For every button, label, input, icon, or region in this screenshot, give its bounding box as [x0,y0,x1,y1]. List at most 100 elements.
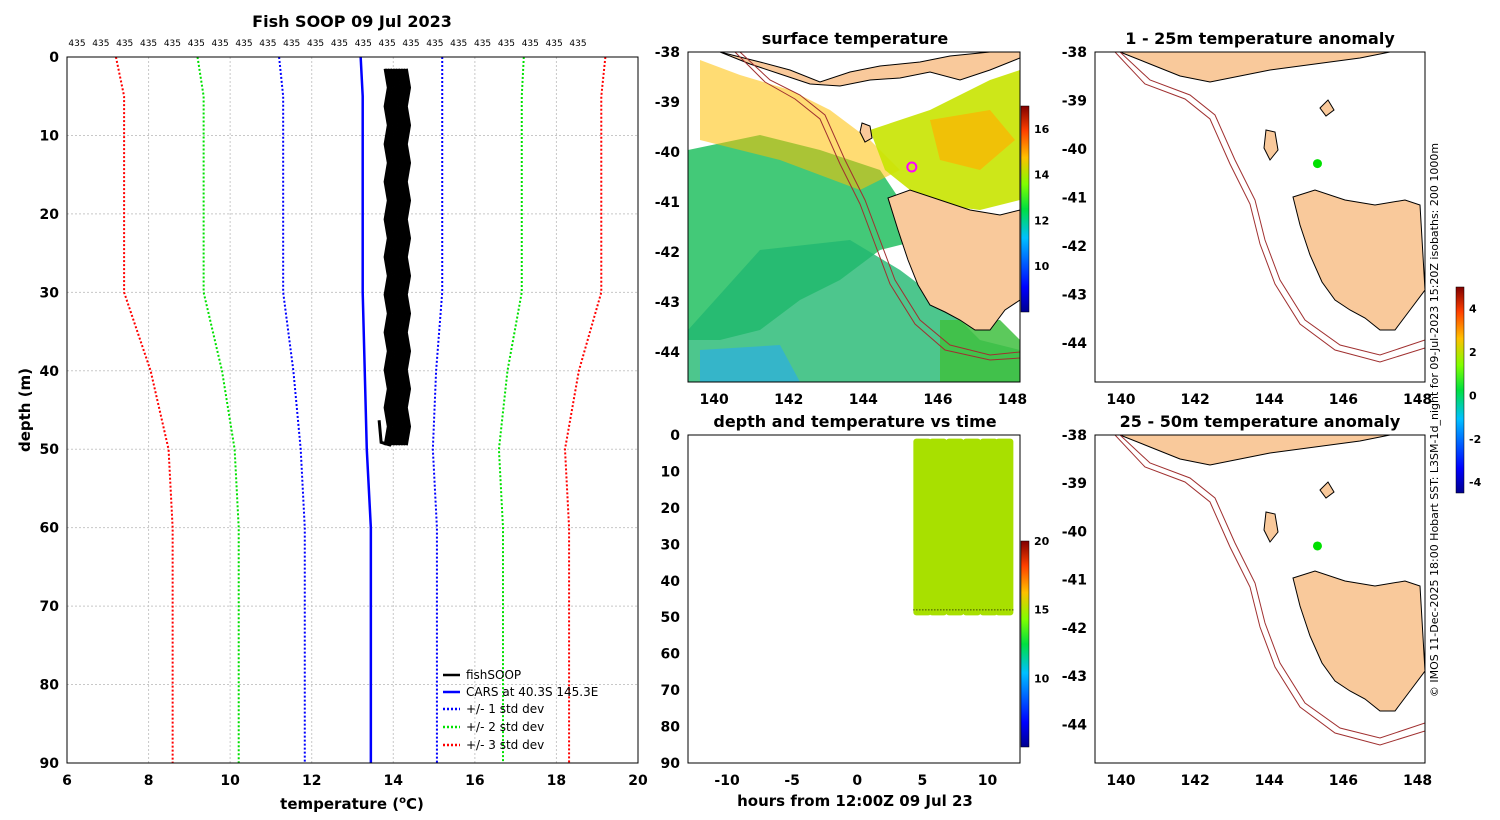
sst-colorbar-tick-label: 10 [1034,260,1050,273]
profile-top-label: 435 [283,39,300,49]
anomaly-colorbar-tick-label: 0 [1469,389,1477,402]
anom1-map-content [1114,52,1425,363]
profile-top-labels: 435 435 435 435 435 435 435 435 435 435 435 435 435 4… [68,39,586,49]
anom1-ytick-label: -38 [1062,45,1087,61]
profile-top-label: 435 [426,39,443,49]
profile-top-label: 435 [331,39,348,49]
sst-ticks: 140 142 144 146 148 -38 -39 -40 -41 -42 -43 -44 [655,45,1027,408]
anomaly-colorbar-ticks: -4 -2 0 2 4 [1469,303,1482,489]
time-ytick-label: 10 [661,464,681,480]
sst-isobath-200 [739,52,1020,356]
profile-ticks: 6 8 10 12 14 16 18 20 0 10 20 30 40 50 60 70 80 90 [40,50,648,789]
std-dev-1-line [431,57,444,763]
sst-colorbar-ticks: 10 12 14 16 [1034,123,1050,273]
time-cast-band [945,438,964,616]
legend-label-std2: +/- 2 std dev [466,720,544,734]
anomaly-colorbar-tick-label: -4 [1469,476,1482,489]
anom2-ytick-label: -43 [1062,669,1087,685]
profile-xtick-label: 6 [62,773,72,789]
sst-colorbar [1020,105,1030,313]
anom2-xtick-label: 140 [1106,773,1135,789]
cars-mean-line [359,56,373,763]
fishsoop-cast-line [388,68,396,446]
sst-ytick-label: -44 [655,345,681,361]
time-xtick-label: -10 [714,773,740,789]
anom1-xtick-label: 142 [1180,392,1209,408]
time-colorbar-ticks: 10 15 20 [1034,535,1050,685]
time-ytick-label: 90 [661,756,681,772]
anom1-islet [1319,99,1335,117]
anom1-xtick-label: 140 [1106,392,1135,408]
time-xtick-label: 0 [852,773,862,789]
anom2-xtick-label: 148 [1403,773,1432,789]
profile-ytick-label: 60 [40,521,60,537]
sst-ytick-label: -38 [655,45,680,61]
profile-top-label: 435 [188,39,205,49]
sst-ytick-label: -40 [655,145,681,161]
time-xtick-label: 10 [978,773,998,789]
fishsoop-cast-line [383,68,390,446]
anom2-xtick-label: 146 [1329,773,1358,789]
std-dev-3-line [114,56,174,763]
sst-xtick-label: 142 [774,392,803,408]
anom2-tasmania [1292,570,1425,712]
profile-top-label: 435 [212,39,229,49]
anom1-ytick-label: -42 [1062,239,1087,255]
profile-top-label: 435 [92,39,109,49]
profile-ytick-label: 80 [40,678,60,694]
anom2-axes-box [1094,434,1426,764]
anomaly-colorbar-tick-label: 4 [1469,303,1477,316]
time-colorbar [1020,540,1030,748]
sst-ytick-label: -43 [655,295,680,311]
time-ticks: -10 -5 0 5 10 0 10 20 30 40 50 60 70 80 90 [661,428,998,789]
anom1-xtick-label: 144 [1255,392,1284,408]
sst-mainland [719,52,1020,87]
profile-ytick-label: 40 [40,364,60,380]
anom2-ytick-label: -38 [1062,428,1087,444]
profile-xlabel: temperature (oC) [280,795,424,813]
time-axes-box [687,434,1021,764]
legend-label-std3: +/- 3 std dev [466,738,544,752]
profile-top-label: 435 [474,39,491,49]
profile-ylabel: depth (m) [16,368,34,452]
profile-top-label: 435 [546,39,563,49]
anom1-ytick-label: -39 [1062,94,1087,110]
time-ytick-label: 40 [661,574,681,590]
time-cast-band [928,438,947,616]
sst-patch-warm-west [700,60,900,190]
fishsoop-cast-line [394,68,401,446]
fishsoop-cast-line [402,68,409,446]
anom2-ytick-label: -39 [1062,476,1087,492]
time-ytick-label: 20 [661,501,681,517]
anom1-isobath-1000 [1114,52,1425,363]
sst-ytick-label: -39 [655,95,680,111]
anom1-mainland [1119,52,1391,83]
anom1-tasmania [1292,189,1425,331]
sst-panel: surface temperature 140 142 144 146 148 -38 -3… [655,29,1050,408]
sst-king-island [859,122,873,143]
fishsoop-cast-line [399,68,406,446]
profile-top-label: 435 [140,39,157,49]
anom2-data-point [1312,541,1322,551]
time-colorbar-tick-label: 15 [1034,604,1049,617]
profile-ytick-label: 20 [40,207,60,223]
anom1-xtick-label: 146 [1329,392,1358,408]
fishsoop-cast-line [404,68,412,446]
sst-colorbar-tick-label: 16 [1034,123,1050,136]
fishsoop-cast-line [386,68,393,446]
anom1-ytick-label: -43 [1062,288,1087,304]
legend-label-fishsoop: fishSOOP [466,668,521,682]
credit-text: © IMOS 11-Dec-2025 18:00 Hobart SST: L3S… [1428,143,1441,697]
time-casts [913,438,1014,616]
profile-ytick-label: 0 [49,50,59,66]
anom1-ytick-label: -41 [1062,191,1087,207]
time-panel: depth and temperature vs time -10 -5 0 5 10 0… [661,412,1050,810]
time-xtick-label: 5 [917,773,927,789]
profile-xtick-label: 14 [384,773,404,789]
std-dev-3-line [563,56,607,763]
time-cast-band [979,438,998,616]
profile-top-label: 435 [402,39,419,49]
anom1-king-island [1263,129,1279,161]
anom2-ytick-label: -42 [1062,621,1087,637]
